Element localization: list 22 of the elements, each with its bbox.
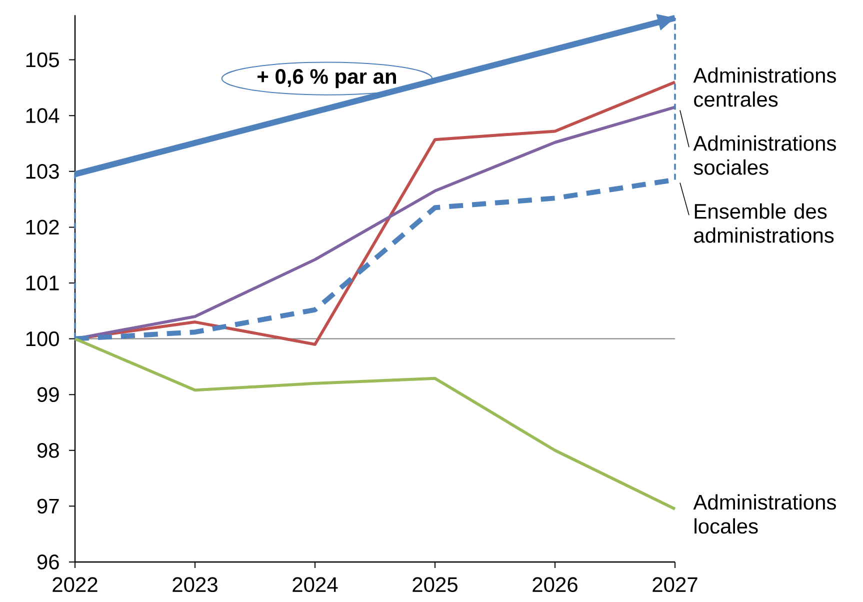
x-tick-label: 2026 (532, 577, 578, 592)
y-tick-label: 104 (26, 108, 60, 124)
y-tick-label: 98 (37, 442, 59, 458)
x-tick-label: 2027 (652, 577, 698, 592)
series-label: Administrations centrales (693, 67, 836, 107)
y-tick-label: 99 (37, 387, 59, 402)
y-tick-label: 101 (26, 276, 59, 290)
y-tick-label: 105 (26, 52, 59, 68)
y-tick-label: 96 (37, 554, 59, 570)
series-label: Administrations locales (693, 494, 836, 534)
series-label: Administrations sociales (693, 135, 836, 175)
x-tick-label: 2025 (412, 577, 458, 592)
y-tick-label: 103 (26, 164, 59, 179)
x-tick-label: 2023 (172, 577, 218, 592)
line-series (74, 337, 676, 510)
x-tick-label: 2024 (292, 577, 338, 592)
x-tick-label: 2022 (52, 577, 98, 592)
y-tick-label: 102 (26, 220, 59, 235)
annotation: + 0,6 % par an (258, 69, 396, 88)
y-tick-label: 97 (37, 498, 59, 514)
series-label: Ensemble des administrations (694, 203, 834, 243)
y-tick-label: 100 (26, 331, 59, 346)
